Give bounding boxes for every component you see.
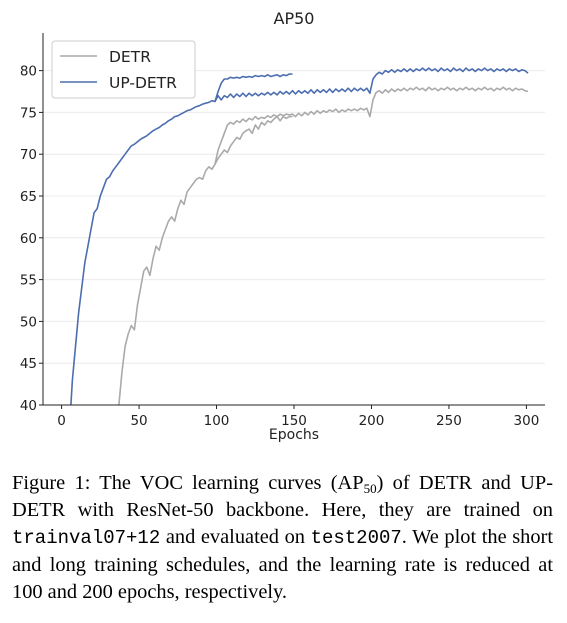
legend-label-detr: DETR [109,48,151,66]
chart-title: AP50 [274,9,315,28]
x-axis-label: Epochs [269,427,319,443]
caption-code-test: test2007 [310,527,402,549]
y-tick-label: 55 [20,273,37,289]
series-line-detr [118,115,293,405]
caption-text-3: and evaluated on [160,526,311,548]
y-tick-label: 50 [20,314,37,330]
figure-caption: Figure 1: The VOC learning curves (AP50)… [12,470,553,606]
gridlines [43,70,545,364]
y-tick-label: 70 [20,147,37,163]
x-tick-label: 100 [204,413,230,429]
y-tick-label: 75 [20,105,37,121]
plot-lines [70,67,529,405]
legend-label-up-detr: UP-DETR [109,74,177,92]
caption-subscript: 50 [363,481,377,496]
caption-code-trainval: trainval07+12 [12,527,161,549]
y-ticks: 40 45 50 55 60 65 70 75 80 [20,64,43,414]
ap50-chart: AP50 0 50 100 150 200 250 300 40 45 50 55 60 65 70 75… [20,9,545,443]
legend: DETR UP-DETR [51,40,196,99]
caption-text-1: Figure 1: The VOC learning curves (AP [12,472,364,494]
series-line-detr [214,86,529,165]
x-ticks: 0 50 100 150 200 250 300 [57,405,539,429]
y-tick-label: 65 [20,189,37,205]
y-tick-label: 60 [20,231,37,247]
y-tick-label: 45 [20,356,37,372]
series-line-up-detr [214,67,529,102]
caption-text-4: . We plot the short and long training sc… [12,526,553,603]
y-tick-label: 40 [20,398,37,414]
x-tick-label: 0 [57,413,66,429]
y-tick-label: 80 [20,64,37,80]
series-line-up-detr [70,73,293,405]
x-tick-label: 300 [514,413,540,429]
caption-text-2: ) of DETR and UP-DETR with ResNet-50 bac… [12,472,553,521]
x-tick-label: 250 [436,413,462,429]
x-tick-label: 50 [130,413,147,429]
x-tick-label: 150 [281,413,307,429]
x-tick-label: 200 [359,413,385,429]
